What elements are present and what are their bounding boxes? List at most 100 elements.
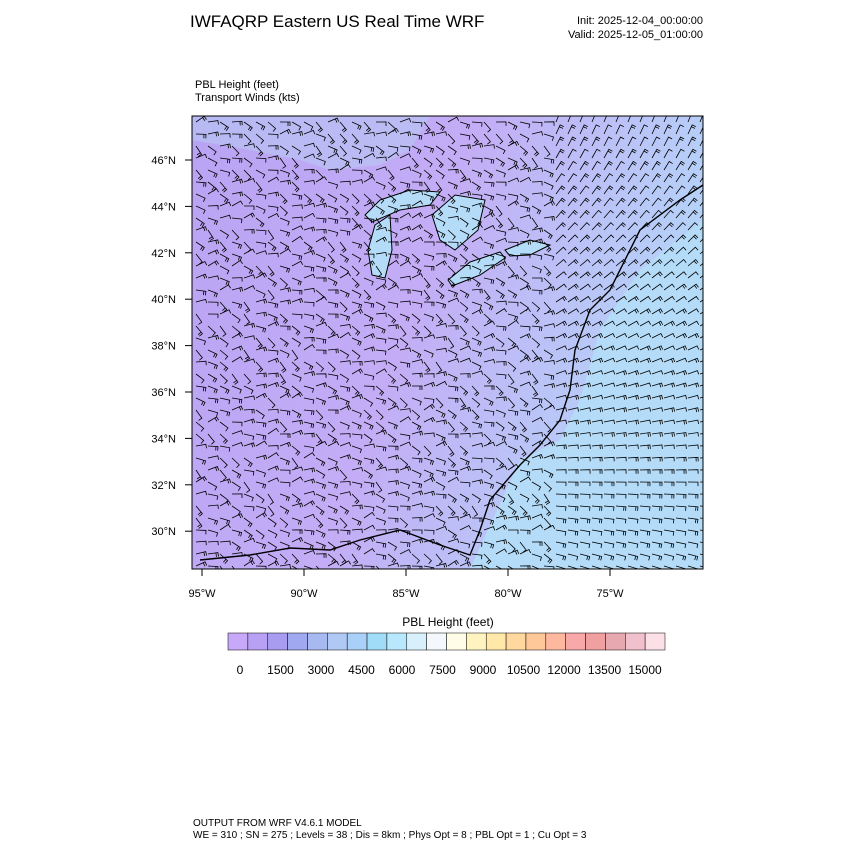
- barb: [267, 212, 280, 219]
- barb: [195, 205, 206, 214]
- barb: [627, 271, 639, 279]
- barb: [447, 559, 459, 567]
- barb: [675, 469, 687, 474]
- barb: [495, 361, 507, 366]
- barb: [375, 517, 386, 526]
- barb: [519, 409, 531, 416]
- barb: [399, 408, 411, 413]
- barb: [435, 313, 444, 325]
- barb: [351, 445, 362, 454]
- lon-label: 95°W: [188, 588, 216, 600]
- barb: [483, 565, 491, 569]
- barb: [363, 443, 376, 448]
- barb: [687, 197, 698, 207]
- barb: [651, 148, 661, 159]
- barb: [315, 457, 326, 467]
- barb: [435, 397, 444, 409]
- barb: [699, 250, 703, 255]
- barb: [687, 469, 699, 474]
- barb: [219, 385, 230, 395]
- barb: [231, 286, 244, 292]
- barb: [495, 433, 506, 442]
- barb: [531, 157, 539, 169]
- barb: [327, 466, 340, 472]
- barb: [531, 238, 544, 244]
- barb: [579, 370, 592, 376]
- barb: [411, 359, 424, 364]
- barb: [543, 383, 556, 389]
- barb: [507, 463, 519, 471]
- barb: [531, 432, 543, 437]
- barb: [411, 445, 421, 456]
- barb: [567, 493, 579, 499]
- barb: [519, 333, 532, 339]
- barb: [651, 234, 663, 243]
- barb: [423, 289, 431, 301]
- barb: [555, 320, 568, 327]
- barb: [495, 157, 506, 167]
- barb: [627, 407, 640, 412]
- barb: [555, 185, 566, 195]
- barb: [375, 445, 387, 452]
- barb: [687, 541, 699, 549]
- barb: [663, 271, 675, 279]
- barb: [519, 433, 530, 443]
- barb: [663, 553, 675, 561]
- barb: [423, 469, 434, 478]
- barb: [483, 481, 495, 489]
- barb: [195, 289, 207, 296]
- barb: [651, 308, 663, 315]
- barb: [339, 421, 350, 430]
- colorbar-swatch: [466, 632, 487, 651]
- barb: [255, 481, 267, 489]
- barb: [567, 295, 579, 303]
- barb: [303, 397, 315, 404]
- barb: [567, 469, 579, 474]
- barb: [603, 407, 616, 412]
- barb: [531, 356, 544, 363]
- barb: [255, 346, 268, 352]
- barb: [231, 145, 240, 157]
- barb: [327, 394, 340, 400]
- barb: [639, 444, 651, 450]
- barb: [507, 421, 517, 432]
- barb: [651, 320, 664, 327]
- barb: [687, 505, 699, 511]
- barb: [471, 421, 483, 429]
- lat-label: 38°N: [151, 341, 176, 353]
- barb: [279, 145, 289, 156]
- barb: [267, 477, 280, 483]
- barb: [687, 394, 700, 400]
- barb: [351, 493, 360, 505]
- barb: [339, 241, 347, 253]
- barb: [651, 553, 663, 561]
- barb: [435, 131, 448, 136]
- barb: [507, 140, 520, 147]
- barb: [639, 529, 651, 536]
- barb: [519, 541, 527, 553]
- barb: [531, 265, 542, 274]
- barb: [387, 181, 397, 192]
- barb: [411, 190, 424, 196]
- barb: [411, 224, 423, 231]
- barb: [363, 360, 375, 365]
- barb: [423, 513, 436, 519]
- barb: [231, 373, 239, 385]
- barb: [471, 385, 480, 397]
- barb: [651, 456, 663, 462]
- barb: [651, 246, 663, 255]
- barb: [687, 345, 700, 351]
- barb: [567, 357, 580, 363]
- barb: [639, 553, 651, 561]
- barb: [231, 505, 241, 516]
- barb: [471, 202, 484, 208]
- barb: [243, 229, 255, 234]
- barb: [243, 442, 256, 448]
- barb: [243, 481, 251, 493]
- barb: [207, 301, 219, 307]
- barb: [591, 493, 603, 499]
- barb: [423, 229, 434, 239]
- barb: [639, 469, 651, 474]
- barb: [231, 301, 243, 309]
- barb: [471, 288, 483, 294]
